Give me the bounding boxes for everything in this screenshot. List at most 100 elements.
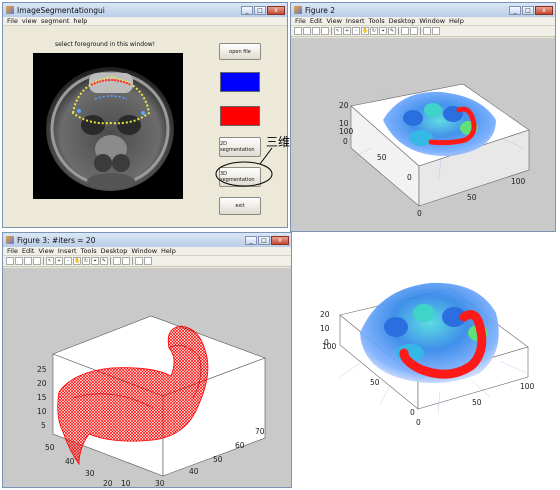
toolbar-separator: [420, 27, 421, 35]
show-plot-tools-icon[interactable]: [144, 257, 152, 265]
pan-icon[interactable]: ✋: [361, 27, 369, 35]
foreground-swatch[interactable]: foreground: [220, 106, 260, 126]
pointer-icon[interactable]: ↖: [334, 27, 342, 35]
legend-icon[interactable]: [122, 257, 130, 265]
show-plot-tools-icon[interactable]: [432, 27, 440, 35]
menu-insert[interactable]: Insert: [345, 17, 365, 25]
toolbar-separator: [331, 27, 332, 35]
menu-window[interactable]: Window: [419, 17, 446, 25]
background-swatch[interactable]: background: [220, 72, 260, 92]
ct-slice-image: [46, 67, 174, 191]
print-icon[interactable]: [33, 257, 41, 265]
zoom-out-icon[interactable]: -: [64, 257, 72, 265]
annotation-callout: [215, 147, 273, 187]
new-figure-icon[interactable]: [294, 27, 302, 35]
y-tick-label: 100: [511, 177, 526, 186]
pointer-icon[interactable]: ↖: [46, 257, 54, 265]
y-tick-label: 50: [467, 193, 477, 202]
figure-icon: [294, 6, 302, 14]
minimize-button[interactable]: _: [509, 5, 521, 15]
title-bar[interactable]: Figure 3: #iters = 20 _ □ x: [3, 233, 291, 247]
rotate-icon[interactable]: ↻: [370, 27, 378, 35]
z-tick-label: 10: [320, 324, 330, 333]
menu-help[interactable]: Help: [161, 247, 176, 255]
menu-tools[interactable]: Tools: [80, 247, 97, 255]
title-bar[interactable]: Figure 2 _ □ x: [291, 3, 555, 17]
menu-desktop[interactable]: Desktop: [100, 247, 128, 255]
menu-insert[interactable]: Insert: [57, 247, 77, 255]
minimize-button[interactable]: _: [245, 235, 257, 245]
y-tick-label: 100: [520, 382, 535, 391]
figure-3-z-ticks: 25 20 15 10 5: [37, 365, 47, 430]
menu-file[interactable]: File: [295, 17, 306, 25]
hide-plot-tools-icon[interactable]: [423, 27, 431, 35]
menu-view[interactable]: view: [21, 17, 37, 25]
menu-file[interactable]: File: [7, 247, 18, 255]
maximize-button[interactable]: □: [254, 5, 266, 15]
open-file-icon[interactable]: [15, 257, 23, 265]
ct-image-axes[interactable]: [33, 53, 183, 199]
x-tick-label: 50: [370, 378, 380, 387]
menu-edit[interactable]: Edit: [309, 17, 323, 25]
segmentation-gui-window: ImageSegmentationgui _ □ x File view seg…: [2, 2, 288, 228]
x-tick-label: 50: [45, 443, 55, 452]
zoom-in-icon[interactable]: +: [343, 27, 351, 35]
pan-icon[interactable]: ✋: [73, 257, 81, 265]
figure-3-left-ticks: 50 40 30 20 10: [45, 443, 131, 488]
open-file-icon[interactable]: [303, 27, 311, 35]
figure-3-right-ticks: 30 40 50 60 70: [155, 427, 265, 488]
menu-file[interactable]: File: [7, 17, 18, 25]
menu-segment[interactable]: segment: [40, 17, 70, 25]
y-tick-label: 0: [416, 418, 421, 427]
colorbar-icon[interactable]: [113, 257, 121, 265]
menu-tools[interactable]: Tools: [368, 17, 385, 25]
open-file-button[interactable]: open file: [219, 43, 261, 60]
toolbar-separator: [43, 257, 44, 265]
menu-desktop[interactable]: Desktop: [388, 17, 416, 25]
window-title: Figure 3: #iters = 20: [17, 235, 96, 245]
y-tick-label: 70: [255, 427, 265, 436]
toolbar-separator: [398, 27, 399, 35]
figure-2-canvas[interactable]: 20 10 0 100 50 0 0 50 100: [291, 38, 555, 231]
close-button[interactable]: x: [535, 5, 553, 15]
rotate-icon[interactable]: ↻: [82, 257, 90, 265]
maximize-button[interactable]: □: [522, 5, 534, 15]
menu-view[interactable]: View: [38, 247, 54, 255]
z-tick-label: 25: [37, 365, 47, 374]
brush-icon[interactable]: ✎: [100, 257, 108, 265]
exit-button[interactable]: exit: [219, 197, 261, 215]
minimize-button[interactable]: _: [241, 5, 253, 15]
3d-segmentation-button[interactable]: 3D segmentation: [219, 167, 261, 187]
datacursor-icon[interactable]: ⌖: [91, 257, 99, 265]
new-figure-icon[interactable]: [6, 257, 14, 265]
menu-help[interactable]: help: [73, 17, 88, 25]
close-button[interactable]: x: [271, 235, 289, 245]
x-tick-label: 30: [85, 469, 95, 478]
hide-plot-tools-icon[interactable]: [135, 257, 143, 265]
toolbar-separator: [132, 257, 133, 265]
z-tick-label: 0: [343, 137, 348, 146]
x-tick-label: 0: [410, 408, 415, 417]
close-button[interactable]: x: [267, 5, 285, 15]
figure-3-canvas[interactable]: 25 20 15 10 5 50 40 30 20 10 30 40 50 60…: [3, 268, 291, 488]
brush-icon[interactable]: ✎: [388, 27, 396, 35]
title-bar[interactable]: ImageSegmentationgui _ □ x: [3, 3, 287, 17]
menu-help[interactable]: Help: [449, 17, 464, 25]
z-tick-label: 20: [37, 379, 47, 388]
figure-2-z-ticks: 20 10 0: [339, 101, 349, 146]
print-icon[interactable]: [321, 27, 329, 35]
menu-window[interactable]: Window: [131, 247, 158, 255]
save-icon[interactable]: [24, 257, 32, 265]
menu-edit[interactable]: Edit: [21, 247, 35, 255]
save-icon[interactable]: [312, 27, 320, 35]
z-tick-label: 20: [320, 310, 330, 319]
datacursor-icon[interactable]: ⌖: [379, 27, 387, 35]
colorbar-icon[interactable]: [401, 27, 409, 35]
z-tick-label: 15: [37, 393, 47, 402]
2d-segmentation-button[interactable]: 2D segmentation: [219, 137, 261, 157]
menu-view[interactable]: View: [326, 17, 342, 25]
legend-icon[interactable]: [410, 27, 418, 35]
zoom-in-icon[interactable]: +: [55, 257, 63, 265]
zoom-out-icon[interactable]: -: [352, 27, 360, 35]
maximize-button[interactable]: □: [258, 235, 270, 245]
